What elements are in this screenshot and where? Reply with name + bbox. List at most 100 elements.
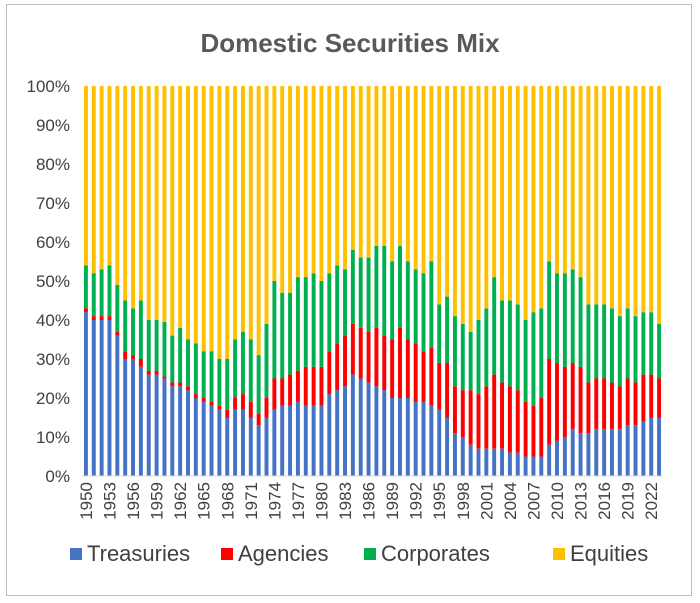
y-tick-label: 70% <box>36 194 70 213</box>
y-tick-label: 90% <box>36 116 70 135</box>
bar-agencies-1966 <box>209 401 214 406</box>
x-tick-label: 1953 <box>100 482 119 520</box>
bar-equities-2005 <box>515 86 520 305</box>
bar-equities-1960 <box>162 86 167 322</box>
bar-corporates-1980 <box>319 281 324 367</box>
bar-corporates-2017 <box>610 308 614 383</box>
bar-agencies-1975 <box>280 378 285 406</box>
x-tick-label: 2004 <box>501 482 520 520</box>
bar-agencies-2019 <box>625 378 630 426</box>
bar-equities-1979 <box>311 86 316 274</box>
bar-agencies-1995 <box>437 362 442 410</box>
bar-treasuries-1968 <box>225 417 230 476</box>
bar-equities-1994 <box>429 86 434 262</box>
bar-treasuries-2011 <box>562 437 567 476</box>
bar-corporates-1970 <box>240 331 245 395</box>
bar-treasuries-1990 <box>398 398 402 476</box>
bar-agencies-1986 <box>366 331 371 383</box>
bar-equities-1961 <box>170 86 175 336</box>
bar-agencies-1977 <box>295 370 300 402</box>
bar-corporates-2003 <box>500 300 505 383</box>
bar-equities-1981 <box>327 86 332 274</box>
x-tick-label: 2022 <box>642 482 661 520</box>
legend-label-corporates: Corporates <box>381 541 490 566</box>
bar-agencies-1956 <box>131 355 135 359</box>
bar-equities-1996 <box>445 86 450 297</box>
bar-treasuries-2017 <box>610 429 614 476</box>
bar-corporates-2021 <box>641 312 646 375</box>
bar-corporates-1993 <box>421 273 426 352</box>
x-tick-label: 2001 <box>477 482 496 520</box>
bar-treasuries-2012 <box>570 429 575 476</box>
bar-corporates-1952 <box>99 269 104 317</box>
bar-equities-1969 <box>233 86 238 340</box>
bar-agencies-1989 <box>390 339 395 398</box>
y-tick-label: 50% <box>36 272 70 291</box>
bar-treasuries-1973 <box>264 417 269 476</box>
y-tick-label: 0% <box>45 467 70 486</box>
bar-agencies-1971 <box>248 401 253 418</box>
bar-treasuries-1995 <box>437 409 442 476</box>
bar-corporates-1985 <box>358 257 363 328</box>
bar-equities-2002 <box>492 86 497 278</box>
bar-treasuries-1961 <box>170 386 175 476</box>
bar-treasuries-1969 <box>233 409 238 476</box>
bar-agencies-2005 <box>515 390 520 453</box>
bar-agencies-1998 <box>460 390 465 437</box>
bar-treasuries-1986 <box>366 382 371 476</box>
bar-treasuries-2003 <box>500 448 505 476</box>
bar-corporates-1961 <box>170 335 175 383</box>
bar-agencies-1983 <box>343 335 347 387</box>
bar-corporates-2004 <box>507 300 512 387</box>
bar-agencies-2003 <box>500 382 505 449</box>
bar-corporates-1951 <box>91 273 96 317</box>
bar-equities-2019 <box>625 86 630 309</box>
bar-corporates-1983 <box>343 269 347 336</box>
bar-treasuries-1992 <box>413 401 418 476</box>
bar-corporates-1963 <box>186 339 190 387</box>
bar-agencies-1967 <box>217 405 222 410</box>
x-tick-label: 2007 <box>524 482 543 520</box>
x-tick-label: 1956 <box>124 482 143 520</box>
bar-agencies-2000 <box>476 394 481 449</box>
bar-equities-1951 <box>91 86 96 274</box>
bar-agencies-2001 <box>484 386 489 449</box>
x-tick-label: 1983 <box>336 482 355 520</box>
bar-agencies-2023 <box>657 378 662 418</box>
bar-agencies-2010 <box>555 362 559 441</box>
bar-equities-2011 <box>562 86 567 274</box>
bar-equities-1970 <box>240 86 245 332</box>
bar-equities-1966 <box>209 86 214 352</box>
bar-treasuries-1967 <box>217 409 222 476</box>
bar-treasuries-1957 <box>138 366 143 476</box>
bar-agencies-1999 <box>468 390 473 445</box>
bar-agencies-2014 <box>586 382 591 434</box>
bar-corporates-1984 <box>350 249 355 324</box>
bar-corporates-1969 <box>233 339 238 398</box>
legend-swatch-treasuries <box>70 548 82 560</box>
bar-corporates-2022 <box>649 312 654 375</box>
bar-agencies-1988 <box>382 335 387 391</box>
bar-treasuries-1951 <box>91 320 96 476</box>
y-tick-label: 20% <box>36 389 70 408</box>
bar-corporates-2013 <box>578 277 583 367</box>
bar-corporates-1988 <box>382 245 387 336</box>
bar-equities-1971 <box>248 86 253 340</box>
bar-corporates-1982 <box>335 265 340 344</box>
bar-treasuries-2016 <box>602 429 607 476</box>
bar-agencies-1987 <box>374 327 379 387</box>
chart-title: Domestic Securities Mix <box>200 28 500 58</box>
bar-corporates-2016 <box>602 304 607 379</box>
bar-corporates-1954 <box>115 284 120 332</box>
bar-treasuries-1971 <box>248 417 253 476</box>
bar-treasuries-2022 <box>649 417 654 476</box>
bar-corporates-1962 <box>178 327 183 383</box>
bar-agencies-1976 <box>288 374 293 406</box>
bar-corporates-1968 <box>225 359 230 410</box>
bar-corporates-2018 <box>617 316 622 387</box>
x-tick-label: 1980 <box>312 482 331 520</box>
bar-agencies-2002 <box>492 374 497 449</box>
bar-equities-1953 <box>107 86 112 266</box>
bar-treasuries-1977 <box>295 401 300 476</box>
bar-agencies-2004 <box>507 386 512 453</box>
